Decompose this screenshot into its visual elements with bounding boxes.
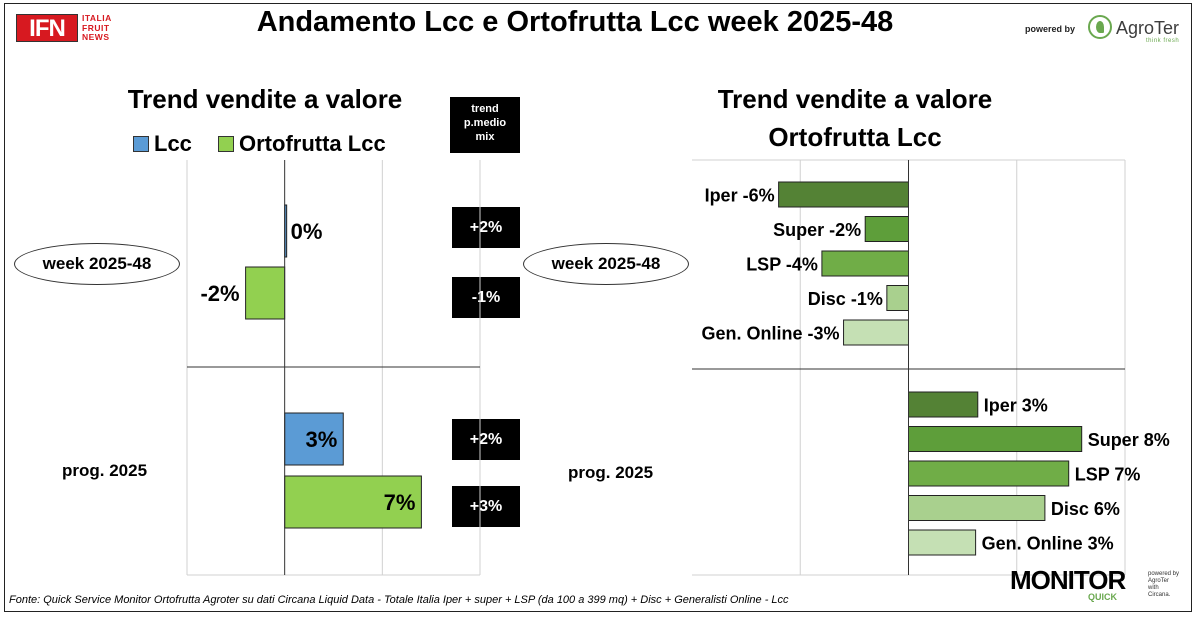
- agroter-logo: AgroTer think fresh: [1088, 14, 1188, 46]
- legend-ortofrutta: Ortofrutta Lcc: [218, 131, 386, 157]
- trend-value-prog-lcc: +2%: [452, 419, 520, 460]
- bar-prog-super-label: Super 8%: [1088, 430, 1170, 450]
- ifn-logo-subtitle: ITALIA FRUIT NEWS: [82, 13, 112, 42]
- bar-prog-gen: [908, 529, 977, 556]
- bar-lcc-prog: [284, 412, 344, 466]
- bar-prog-iper: [908, 391, 979, 418]
- bar-prog-disc: [908, 495, 1046, 521]
- bar-prog-lsp: [908, 460, 1070, 487]
- trend-header: trend p.medio mix: [450, 97, 520, 153]
- right-chart-title-line2: Ortofrutta Lcc: [768, 122, 942, 152]
- trend-value-week-ortofrutta: -1%: [452, 277, 520, 318]
- trend-value-week-lcc: +2%: [452, 207, 520, 248]
- bar-week-iper: [778, 181, 909, 208]
- trend-value-prog-ortofrutta: +3%: [452, 486, 520, 527]
- bar-week-disc: [886, 285, 909, 311]
- bar-week-gen-label: Gen. Online -3%: [702, 324, 840, 344]
- right-chart-title-line1: Trend vendite a valore: [717, 84, 993, 114]
- ifn-logo-mark: IFN: [16, 14, 78, 42]
- ifn-logo: IFN ITALIA FRUIT NEWS: [16, 13, 126, 44]
- monitor-quick-logo: MONITOR QUICK: [1010, 565, 1126, 602]
- source-footnote: Fonte: Quick Service Monitor Ortofrutta …: [9, 594, 789, 606]
- powered-by-label: powered by: [1025, 24, 1076, 34]
- right-row-label-prog: prog. 2025: [568, 463, 654, 482]
- bar-week-super: [864, 216, 910, 242]
- bar-ortofrutta-week-label: -2%: [200, 281, 239, 306]
- left-row-label-prog: prog. 2025: [62, 461, 148, 480]
- legend-swatch-lcc: [133, 136, 149, 152]
- bar-week-super-label: Super -2%: [773, 220, 861, 240]
- bar-week-gen: [843, 319, 909, 346]
- legend-swatch-ortofrutta: [218, 136, 234, 152]
- main-title: Andamento Lcc e Ortofrutta Lcc week 2025…: [256, 6, 894, 38]
- bar-prog-super: [908, 426, 1083, 452]
- monitor-powered-by: powered by AgroTer with Circana.: [1148, 571, 1180, 598]
- right-row-label-week: week 2025-48: [523, 243, 689, 285]
- chart-frame: [4, 3, 1192, 612]
- bar-week-disc-label: Disc -1%: [808, 289, 883, 309]
- bar-lcc-prog-label: 3%: [305, 427, 337, 452]
- bar-prog-disc-label: Disc 6%: [1051, 499, 1120, 519]
- bar-week-lsp-label: LSP -4%: [746, 255, 818, 275]
- bar-week-lsp: [821, 250, 910, 277]
- bar-prog-iper-label: Iper 3%: [984, 396, 1048, 416]
- legend-lcc: Lcc: [133, 131, 192, 157]
- agroter-leaf-icon: [1088, 15, 1112, 39]
- bar-week-iper-label: Iper -6%: [705, 186, 775, 206]
- left-chart-title: Trend vendite a valore: [127, 84, 403, 114]
- left-row-label-week: week 2025-48: [14, 243, 180, 285]
- bar-lcc-week-label: 0%: [291, 219, 323, 244]
- bar-prog-lsp-label: LSP 7%: [1075, 465, 1141, 485]
- bar-prog-gen-label: Gen. Online 3%: [982, 534, 1114, 554]
- bar-ortofrutta-prog-label: 7%: [384, 490, 416, 515]
